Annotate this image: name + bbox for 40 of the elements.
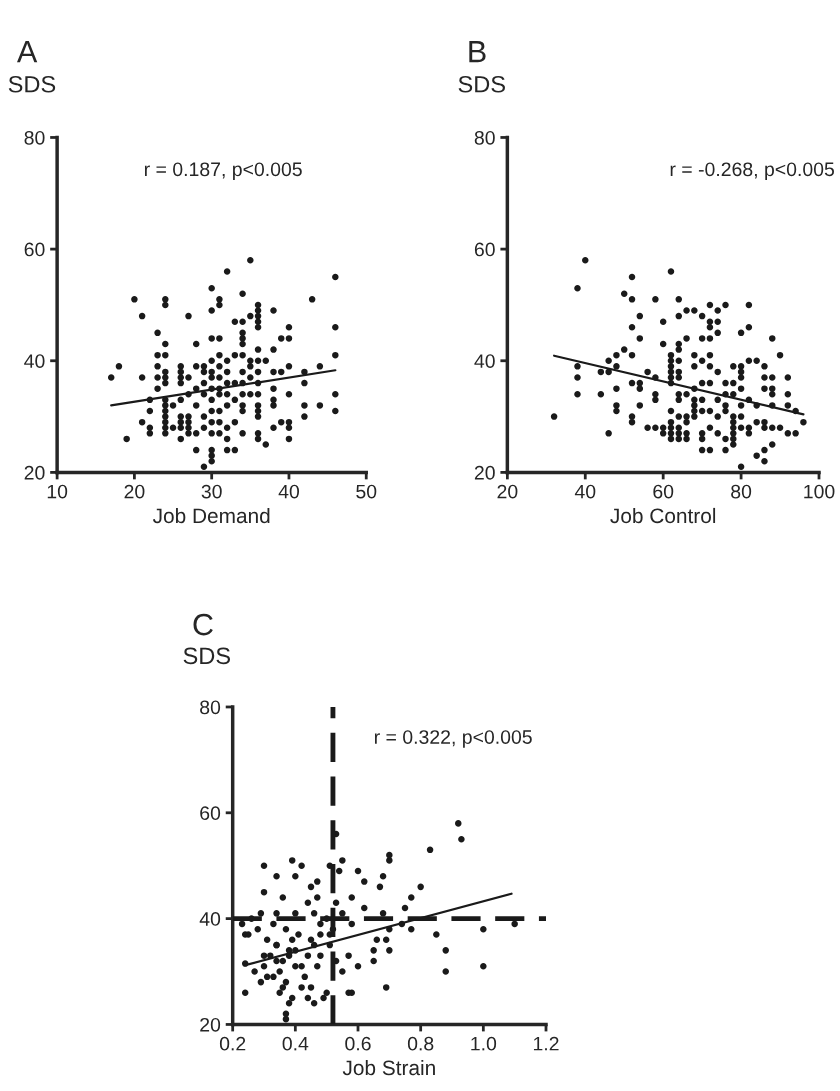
- chart-title: A: [17, 41, 38, 63]
- x-tick-label: 1.2: [533, 1036, 559, 1051]
- y-axis-title: SDS: [183, 647, 231, 665]
- x-tick-label: 40: [574, 484, 596, 499]
- x-tick-label: 60: [653, 484, 674, 499]
- y-axis-title: SDS: [8, 75, 56, 93]
- y-tick-label: 60: [474, 242, 495, 257]
- x-tick-label: 20: [124, 484, 145, 499]
- y-tick-label: 60: [24, 242, 45, 257]
- y-tick-label: 80: [474, 130, 495, 145]
- y-tick-label: 20: [474, 465, 495, 480]
- y-tick-label: 20: [200, 1017, 221, 1032]
- chart-title: C: [193, 613, 213, 636]
- annotation: r = -0.268, p<0.005: [670, 162, 834, 181]
- x-axis-title: Job Control: [610, 507, 716, 524]
- x-tick-label: 1.0: [471, 1036, 497, 1051]
- x-tick-label: 50: [356, 484, 377, 499]
- y-axis-title: SDS: [458, 75, 505, 93]
- x-tick-label: 100: [804, 484, 835, 499]
- x-tick-label: 0.4: [282, 1036, 309, 1051]
- x-tick-label: 0.6: [345, 1036, 371, 1051]
- x-tick-label: 80: [731, 484, 752, 499]
- y-tick-label: 40: [199, 912, 221, 926]
- y-tick-label: 80: [24, 130, 45, 145]
- chart-title: B: [469, 41, 486, 63]
- y-tick-label: 60: [200, 806, 221, 821]
- x-tick-label: 30: [201, 484, 222, 499]
- annotation: r = 0.322, p<0.005: [374, 730, 532, 748]
- y-tick-label: 80: [200, 700, 221, 715]
- x-axis-title: Job Strain: [342, 1059, 435, 1076]
- x-tick-label: 0.8: [407, 1036, 434, 1051]
- y-tick-label: 20: [24, 465, 45, 480]
- x-tick-label: 40: [278, 484, 300, 499]
- annotation: r = 0.187, p<0.005: [144, 162, 302, 181]
- x-tick-label: 0.2: [219, 1036, 246, 1051]
- x-axis-title: Job Demand: [152, 507, 270, 524]
- x-tick-label: 20: [497, 484, 518, 499]
- x-tick-label: 10: [47, 484, 68, 499]
- y-tick-label: 40: [474, 354, 495, 368]
- y-tick-label: 40: [24, 354, 45, 368]
